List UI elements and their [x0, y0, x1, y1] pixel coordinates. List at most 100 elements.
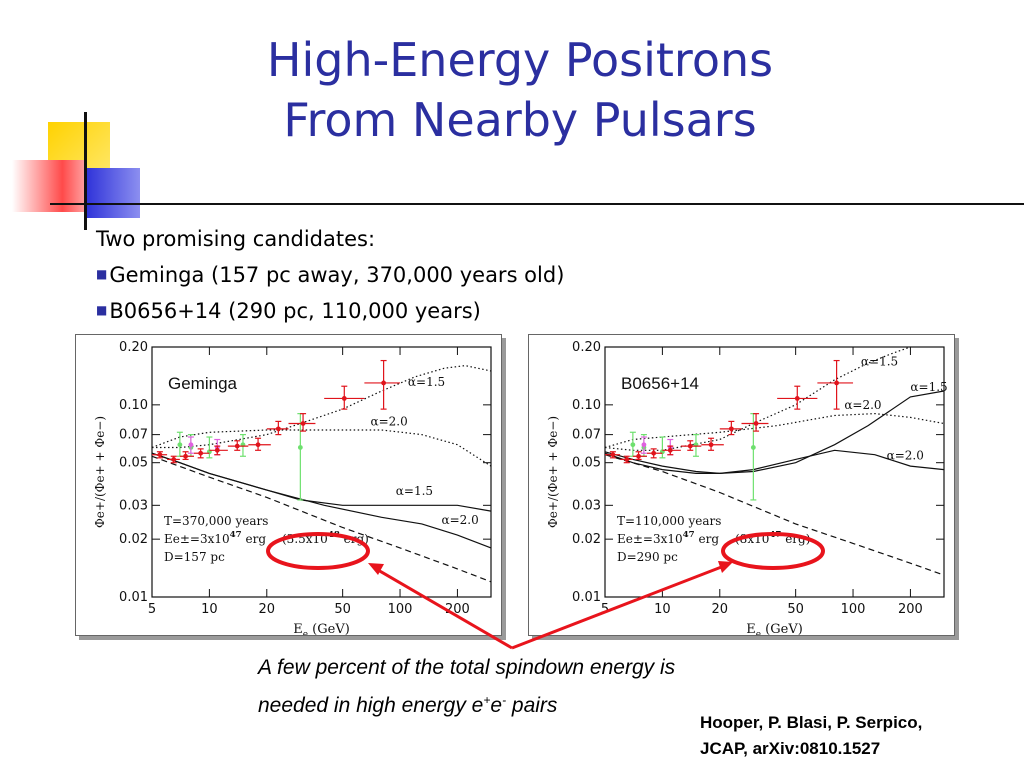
y-tick-label: 0.10	[572, 398, 601, 413]
y-tick-label: 0.02	[119, 532, 148, 547]
green-data-point	[177, 442, 183, 448]
x-tick-label: 50	[787, 602, 804, 617]
red-data-point	[753, 421, 759, 426]
parameter-text-rest: erg	[242, 532, 267, 546]
y-tick-label: 0.03	[572, 498, 601, 513]
curve-dashed	[604, 454, 945, 576]
green-data-point	[750, 445, 756, 450]
parameter-text: Ee±=3x1047 erg	[617, 530, 719, 546]
reference: Hooper, P. Blasi, P. Serpico, JCAP, arXi…	[700, 710, 922, 762]
x-tick-label: 50	[334, 602, 351, 617]
red-data-point	[651, 450, 657, 456]
curve-dotted	[604, 346, 911, 451]
red-data-point	[275, 426, 281, 432]
slide-title: High-Energy Positrons From Nearby Pulsar…	[150, 30, 890, 150]
red-data-point	[381, 380, 387, 386]
red-data-point	[728, 426, 734, 432]
bullet-text: B0656+14 (290 pc, 110,000 years)	[109, 299, 481, 323]
parameter-text: T=110,000 years	[617, 514, 721, 528]
x-tick-label: 5	[148, 602, 156, 617]
alpha-annotation: α=1.5	[396, 484, 433, 498]
red-data-point	[624, 457, 630, 462]
chart-svg: 5 10 20 50 100 2000.200.100.070.050.030.020.0…	[546, 340, 948, 635]
title-line-2: From Nearby Pulsars	[283, 93, 757, 147]
magenta-data-point	[188, 442, 194, 448]
x-tick-label: 5	[601, 602, 609, 617]
red-data-point	[214, 447, 220, 453]
decoration-blue-square	[84, 168, 140, 218]
chart-svg: 5 10 20 50 100 2000.200.100.070.050.030.020.0…	[93, 340, 492, 635]
red-data-point	[708, 442, 714, 448]
chart-geminga: 5 10 20 50 100 200 0.20 0.10 0.07 0.05 0.03 0.02 0.0…	[75, 334, 502, 636]
alpha-annotation: α=2.0	[887, 448, 924, 462]
parameter-text: T=370,000 years	[164, 514, 268, 528]
red-data-point	[198, 450, 204, 456]
x-axis-label-rest: (GeV)	[761, 622, 803, 635]
arrow-head-icon	[368, 563, 384, 575]
y-tick-label: 0.07	[572, 428, 601, 443]
y-tick-label: 0.02	[572, 532, 601, 547]
highlight-ellipse-geminga	[266, 532, 370, 570]
curve-dotted	[604, 412, 945, 449]
magenta-data-point	[641, 442, 647, 448]
y-tick-label: 0.05	[572, 456, 601, 471]
red-data-point	[300, 421, 306, 426]
y-tick-label: 0.03	[119, 498, 148, 513]
arrow-line	[377, 568, 513, 650]
caption-superscript: +	[483, 693, 491, 707]
plot-frame	[151, 346, 492, 598]
y-tick-label: 0.10	[119, 398, 148, 413]
green-data-point	[630, 442, 636, 448]
x-tick-label: 10	[201, 602, 218, 617]
panel-label: Geminga	[168, 374, 238, 393]
x-tick-label: 20	[712, 602, 729, 617]
reference-line-1: Hooper, P. Blasi, P. Serpico,	[700, 713, 923, 732]
caption-line-2: needed in high energy e+e- pairs	[258, 684, 675, 722]
x-tick-label: 10	[654, 602, 671, 617]
reference-line-2: JCAP, arXiv:0810.1527	[700, 739, 881, 758]
caption-text: e	[490, 694, 503, 717]
curve-dotted	[152, 364, 492, 449]
decoration-vertical-line	[84, 112, 87, 230]
chart-b0656: 5 10 20 50 100 200 0.20 0.10 0.07 0.05 0.03 0.02 0.0…	[528, 334, 955, 636]
curve-solid	[151, 452, 492, 549]
parameter-text: D=157 pc	[164, 550, 225, 564]
red-data-point	[834, 380, 840, 386]
x-tick-label: 100	[388, 602, 413, 617]
caption: A few percent of the total spindown ener…	[258, 652, 675, 722]
bullet-square-icon: ■	[96, 267, 108, 281]
arrow-line	[511, 564, 725, 650]
red-data-point	[255, 442, 261, 448]
bullet-item: ■Geminga (157 pc away, 370,000 years old…	[96, 257, 564, 293]
red-data-point	[183, 453, 188, 459]
y-axis-label: Φe+/(Φe+ + Φe−)	[93, 416, 107, 528]
alpha-annotation: α=1.5	[861, 355, 898, 369]
red-data-point	[687, 443, 693, 449]
panel-label: B0656+14	[621, 374, 699, 393]
red-data-point	[341, 396, 347, 401]
x-tick-label: 200	[898, 602, 923, 617]
plot-frame	[604, 346, 945, 598]
parameter-text: Ee±=3x1047 erg	[164, 530, 266, 546]
bullet-item: ■B0656+14 (290 pc, 110,000 years)	[96, 293, 564, 329]
curve-dashed	[151, 455, 492, 583]
red-data-point	[794, 396, 800, 401]
x-tick-label: 100	[841, 602, 866, 617]
alpha-annotation: α=1.5	[910, 380, 947, 394]
y-axis-label: Φe+/(Φe+ + Φe−)	[546, 416, 560, 528]
title-line-1: High-Energy Positrons	[266, 33, 774, 87]
red-data-point	[636, 453, 641, 459]
green-data-point	[297, 445, 303, 450]
decoration-horizontal-line	[50, 203, 1024, 205]
intro-text: Two promising candidates:	[96, 227, 376, 251]
x-axis-label-sub: e	[303, 630, 308, 635]
curve-dotted	[151, 429, 492, 467]
x-axis-label: Ee (GeV)	[746, 622, 803, 635]
caption-superscript: -	[502, 693, 507, 707]
x-axis-label-rest: (GeV)	[308, 622, 350, 635]
caption-text: needed in high energy e	[258, 694, 484, 717]
parameter-text: D=290 pc	[617, 550, 678, 564]
red-data-point	[667, 447, 673, 453]
red-data-point	[157, 452, 163, 458]
caption-text: pairs	[506, 694, 558, 717]
